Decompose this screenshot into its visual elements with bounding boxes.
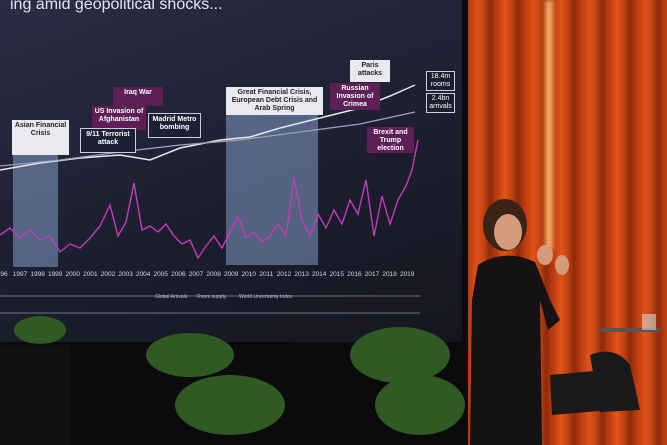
annotation: Brexit and Trump election bbox=[367, 127, 414, 153]
x-axis-label: 2011 bbox=[259, 271, 274, 278]
x-axis-label: 2006 bbox=[171, 271, 186, 278]
x-axis-label: 2019 bbox=[399, 271, 415, 278]
x-axis-label: 1999 bbox=[47, 271, 63, 278]
chairs bbox=[550, 314, 660, 415]
x-axis-label: 2000 bbox=[65, 271, 81, 278]
legend-entry: World Uncertainty Index bbox=[239, 294, 293, 300]
annotation: Iraq War bbox=[113, 87, 163, 106]
uncertainty-line bbox=[0, 139, 419, 260]
annotation: Paris attacks bbox=[350, 60, 390, 82]
x-axis-label: 2018 bbox=[382, 271, 397, 278]
x-axis-label: 96 bbox=[0, 271, 8, 278]
x-axis-label: 2010 bbox=[241, 271, 257, 278]
annotation: 9/11 Terrorist attack bbox=[80, 128, 136, 153]
speaker-box bbox=[0, 345, 70, 445]
annotation: US Invasion of Afghanistan bbox=[92, 106, 146, 130]
x-axis-label: 2015 bbox=[329, 271, 345, 278]
x-axis-label: 2002 bbox=[100, 271, 116, 278]
callout: 18.4m rooms bbox=[426, 71, 455, 91]
x-axis-label: 2017 bbox=[364, 271, 380, 278]
x-axis-label: 2005 bbox=[153, 271, 169, 278]
room-supply-line bbox=[0, 111, 416, 167]
x-axis-label: 2007 bbox=[188, 271, 204, 278]
light-strip bbox=[545, 0, 553, 250]
projection-screen: ing amid geopolitical shocks... Asian Fi… bbox=[0, 0, 462, 342]
legend-entry: Global Arrivals bbox=[155, 294, 188, 300]
annotation: Great Financial Crisis, European Debt Cr… bbox=[226, 87, 323, 115]
x-axis-label: 2008 bbox=[206, 271, 221, 278]
slide-title: ing amid geopolitical shocks... bbox=[10, 0, 223, 13]
x-axis-label: 1998 bbox=[30, 271, 45, 278]
plants bbox=[14, 316, 465, 435]
callout: 2.4bn arrivals bbox=[426, 93, 455, 113]
x-axis-label: 2004 bbox=[135, 271, 151, 278]
x-axis-label: 2013 bbox=[294, 271, 309, 278]
x-axis-label: 2014 bbox=[311, 271, 327, 278]
annotation: Asian Financial Crisis bbox=[12, 120, 69, 155]
x-axis-label: 2003 bbox=[118, 271, 133, 278]
x-axis-label: 2016 bbox=[347, 271, 362, 278]
legend-entry: Room supply bbox=[197, 294, 227, 300]
x-axis-label: 1997 bbox=[12, 271, 28, 278]
x-axis-label: 2009 bbox=[223, 271, 239, 278]
speaker bbox=[470, 199, 569, 445]
shaded-period bbox=[13, 155, 58, 267]
annotation: Madrid Metro bombing bbox=[148, 113, 201, 138]
annotation: Russian Invasion of Crimea bbox=[330, 83, 380, 110]
x-axis-label: 2001 bbox=[83, 271, 98, 278]
x-axis-label: 2012 bbox=[276, 271, 292, 278]
